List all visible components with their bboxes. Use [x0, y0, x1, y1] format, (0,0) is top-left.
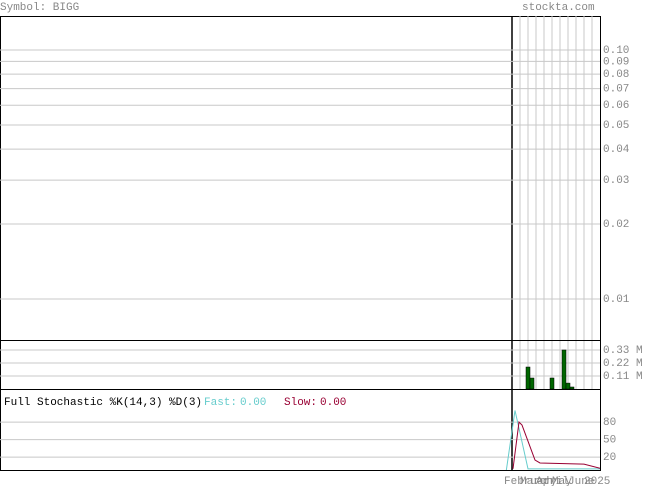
- legend-value: 0.00: [240, 397, 266, 409]
- y-tick-label: 50: [603, 435, 616, 447]
- legend-value: 0.00: [320, 397, 346, 409]
- bar: [565, 382, 571, 390]
- y-tick-label: 0.10: [603, 45, 629, 57]
- y-tick-label: 0.22 M: [603, 358, 643, 370]
- x-tick-label: May: [552, 476, 572, 486]
- stochastic-panel: [0, 389, 601, 471]
- bar: [561, 349, 567, 390]
- bar: [549, 377, 555, 390]
- x-tick-label: February: [504, 476, 557, 486]
- x-tick-label: April: [536, 476, 569, 486]
- x-tick-label: June: [568, 476, 594, 486]
- y-tick-label: 0.07: [603, 83, 629, 95]
- bar: [525, 366, 531, 390]
- volume-panel: [0, 340, 601, 390]
- site: stockta.com: [522, 2, 595, 14]
- stochastic-title: Full Stochastic %K(14,3) %D(3): [4, 397, 202, 409]
- y-tick-label: 0.33 M: [603, 345, 643, 357]
- y-tick-label: 0.09: [603, 56, 629, 68]
- legend-name: Fast:: [204, 397, 237, 409]
- legend-name: Slow:: [284, 397, 317, 409]
- y-tick-label: 0.05: [603, 120, 629, 132]
- y-tick-label: 0.08: [603, 69, 629, 81]
- symbol: Symbol: BIGG: [0, 2, 79, 14]
- series-line: [512, 421, 600, 469]
- y-tick-label: 0.02: [603, 219, 629, 231]
- y-tick-label: 0.03: [603, 175, 629, 187]
- series-line: [505, 410, 600, 470]
- price-panel: [0, 16, 601, 341]
- y-tick-label: 0.11 M: [603, 371, 643, 383]
- y-tick-label: 0.01: [603, 294, 630, 306]
- x-tick-label: March: [520, 476, 553, 486]
- y-tick-label: 0.04: [603, 144, 630, 156]
- bar: [529, 377, 535, 390]
- y-tick-label: 80: [603, 417, 616, 429]
- y-tick-label: 0.06: [603, 100, 629, 112]
- bar: [569, 386, 575, 390]
- x-tick-label: 2025: [584, 476, 610, 486]
- y-tick-label: 20: [603, 452, 616, 464]
